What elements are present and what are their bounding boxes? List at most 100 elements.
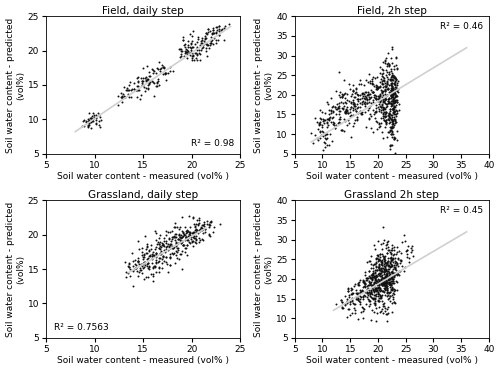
Point — [84, 124, 92, 130]
Point — [388, 278, 396, 284]
Point — [374, 290, 382, 296]
Point — [387, 85, 395, 91]
Point — [376, 295, 384, 301]
Point — [179, 37, 187, 43]
Point — [380, 257, 388, 263]
Point — [342, 298, 350, 304]
Point — [388, 270, 396, 276]
Y-axis label: Soil water content - predicted
(vol%): Soil water content - predicted (vol%) — [254, 17, 274, 152]
Point — [386, 91, 394, 97]
Point — [381, 111, 389, 117]
Point — [378, 292, 386, 298]
Point — [208, 218, 216, 224]
Point — [380, 117, 388, 123]
Point — [386, 264, 394, 270]
Point — [392, 111, 400, 117]
Point — [391, 259, 399, 265]
Point — [358, 289, 366, 295]
Point — [206, 219, 214, 225]
Point — [166, 68, 173, 74]
Point — [344, 286, 352, 292]
Point — [388, 266, 396, 272]
Point — [335, 108, 343, 114]
Point — [387, 100, 395, 106]
Point — [148, 251, 156, 257]
Point — [171, 231, 179, 237]
Point — [370, 300, 378, 306]
Point — [387, 87, 395, 93]
Point — [388, 80, 396, 86]
Point — [364, 275, 372, 281]
Point — [370, 282, 378, 288]
Point — [377, 277, 385, 283]
Point — [135, 87, 143, 93]
Point — [149, 273, 157, 279]
Point — [408, 243, 416, 249]
Point — [373, 127, 381, 132]
Point — [188, 41, 196, 47]
Point — [166, 262, 174, 268]
Point — [373, 119, 381, 125]
Point — [162, 70, 170, 76]
Point — [392, 54, 400, 60]
Point — [392, 262, 400, 268]
Point — [320, 132, 328, 138]
Point — [394, 89, 402, 95]
Point — [172, 243, 180, 249]
Point — [210, 30, 218, 36]
Point — [342, 108, 350, 114]
Text: R² = 0.7563: R² = 0.7563 — [54, 323, 108, 332]
Point — [350, 281, 358, 287]
Point — [390, 73, 398, 79]
Point — [382, 267, 390, 273]
Point — [374, 253, 382, 259]
Point — [343, 314, 351, 320]
Point — [390, 66, 398, 72]
Point — [180, 42, 188, 48]
Point — [358, 288, 366, 294]
Point — [378, 260, 386, 266]
Point — [388, 125, 396, 131]
Point — [386, 281, 394, 287]
Point — [156, 65, 164, 71]
Point — [376, 120, 384, 126]
Point — [387, 252, 395, 257]
Point — [375, 295, 383, 301]
Point — [361, 99, 369, 105]
Point — [342, 95, 349, 101]
Point — [382, 119, 390, 125]
Point — [371, 115, 379, 121]
Point — [368, 274, 376, 280]
Point — [382, 117, 390, 123]
Point — [344, 299, 351, 305]
Point — [338, 94, 346, 100]
Point — [90, 114, 98, 120]
Point — [362, 275, 370, 281]
Point — [371, 270, 379, 276]
Point — [195, 220, 203, 226]
Point — [85, 121, 93, 127]
Point — [387, 92, 395, 98]
Point — [175, 236, 183, 242]
Point — [356, 111, 364, 117]
Point — [382, 63, 390, 69]
Point — [166, 241, 174, 247]
Point — [178, 249, 186, 255]
Point — [318, 132, 326, 138]
Text: R² = 0.98: R² = 0.98 — [191, 139, 234, 148]
Point — [352, 91, 360, 96]
Point — [381, 279, 389, 285]
Point — [164, 243, 172, 249]
Point — [368, 89, 376, 95]
Point — [368, 285, 376, 291]
Point — [314, 119, 322, 125]
Point — [161, 249, 169, 255]
Point — [182, 234, 190, 240]
Point — [323, 124, 331, 130]
Point — [390, 276, 398, 282]
Point — [329, 104, 337, 109]
Point — [379, 96, 387, 102]
Point — [384, 100, 392, 106]
Point — [388, 278, 396, 283]
Point — [391, 99, 399, 105]
